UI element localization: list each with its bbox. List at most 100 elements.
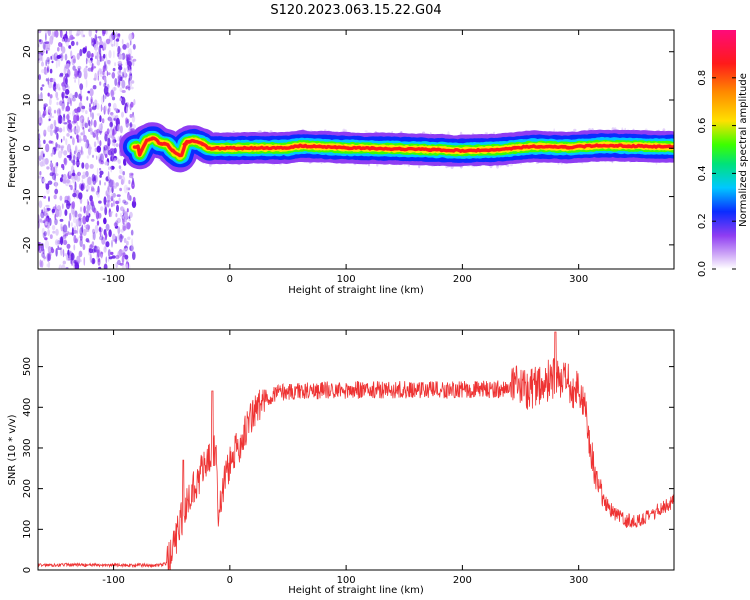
noise-speck bbox=[53, 194, 57, 200]
ridge-peak bbox=[235, 146, 241, 150]
noise-speck bbox=[71, 252, 74, 261]
noise-speck bbox=[56, 132, 59, 140]
noise-speck bbox=[67, 119, 71, 124]
noise-speck bbox=[91, 232, 94, 240]
noise-speck bbox=[126, 208, 129, 213]
noise-speck bbox=[110, 112, 114, 116]
noise-speck bbox=[112, 87, 117, 91]
snr-marks bbox=[38, 331, 674, 570]
noise-speck bbox=[100, 104, 103, 112]
noise-speck bbox=[71, 227, 74, 237]
noise-speck bbox=[71, 36, 75, 40]
noise-speck bbox=[85, 65, 88, 69]
noise-speck bbox=[96, 192, 100, 198]
noise-speck bbox=[81, 118, 85, 128]
noise-speck bbox=[46, 166, 50, 170]
noise-speck bbox=[54, 166, 58, 175]
noise-speck bbox=[104, 203, 108, 208]
noise-speck bbox=[99, 174, 102, 178]
noise-speck bbox=[53, 119, 57, 127]
noise-speck bbox=[132, 251, 136, 260]
noise-speck bbox=[130, 86, 134, 90]
noise-speck bbox=[74, 91, 78, 99]
noise-speck bbox=[78, 219, 82, 223]
noise-speck bbox=[55, 248, 58, 257]
noise-speck bbox=[42, 178, 46, 183]
noise-speck bbox=[44, 41, 50, 44]
noise-speck bbox=[109, 211, 113, 218]
colorbar-label: Normalized spectral amplitude bbox=[738, 73, 749, 227]
noise-speck bbox=[123, 201, 129, 206]
colorbar-tick-label: 0.0 bbox=[697, 261, 708, 277]
ridge-peak bbox=[361, 146, 367, 150]
spectrogram-marks bbox=[38, 30, 674, 269]
noise-speck bbox=[80, 232, 83, 236]
noise-speck bbox=[76, 121, 78, 126]
noise-speck bbox=[38, 142, 42, 148]
halo-speck bbox=[258, 130, 262, 134]
noise-speck bbox=[118, 69, 121, 73]
noise-speck bbox=[73, 127, 76, 133]
noise-speck bbox=[85, 185, 90, 191]
noise-speck bbox=[104, 206, 108, 216]
noise-speck bbox=[88, 128, 93, 132]
noise-speck bbox=[84, 162, 89, 170]
noise-speck bbox=[97, 212, 102, 219]
noise-speck bbox=[100, 160, 104, 165]
noise-speck bbox=[89, 108, 92, 113]
noise-speck bbox=[77, 213, 82, 218]
noise-speck bbox=[131, 124, 136, 129]
heatmap-frame bbox=[37, 29, 675, 270]
noise-speck bbox=[111, 96, 116, 101]
noise-speck bbox=[114, 78, 118, 86]
colorbar-tick-label: 0.8 bbox=[697, 70, 708, 86]
noise-speck bbox=[132, 177, 134, 186]
noise-speck bbox=[94, 99, 98, 106]
snr-xtick-label: 0 bbox=[227, 575, 233, 586]
noise-speck bbox=[128, 77, 131, 86]
noise-speck bbox=[125, 263, 129, 269]
noise-speck bbox=[59, 195, 63, 201]
noise-speck bbox=[104, 105, 107, 112]
noise-speck bbox=[107, 200, 110, 208]
noise-speck bbox=[66, 123, 71, 132]
noise-speck bbox=[127, 194, 130, 201]
noise-speck bbox=[73, 217, 77, 224]
noise-speck bbox=[128, 33, 133, 41]
noise-speck bbox=[65, 88, 70, 95]
noise-speck bbox=[62, 179, 67, 184]
noise-speck bbox=[96, 220, 100, 226]
ridge-peak bbox=[476, 148, 481, 152]
ridge-peak bbox=[198, 141, 204, 145]
noise-speck bbox=[108, 62, 111, 66]
noise-speck bbox=[90, 98, 93, 105]
heatmap-xtick-label: 100 bbox=[337, 274, 356, 285]
noise-speck bbox=[83, 135, 87, 143]
snr-ytick-label: 500 bbox=[22, 357, 33, 376]
ridge-peak bbox=[426, 148, 433, 152]
noise-speck bbox=[55, 228, 59, 236]
noise-speck bbox=[87, 59, 91, 63]
noise-speck bbox=[64, 83, 69, 88]
noise-speck bbox=[117, 74, 121, 82]
noise-speck bbox=[45, 143, 50, 153]
ridge-peak bbox=[321, 145, 326, 149]
noise-speck bbox=[129, 121, 133, 128]
noise-speck bbox=[52, 141, 54, 145]
noise-speck bbox=[112, 67, 116, 72]
ridge-peak bbox=[243, 146, 249, 150]
noise-speck bbox=[126, 65, 130, 73]
snr-ticks: -100 0 100 200 300 0 100 200 300 400 500 bbox=[22, 330, 674, 586]
halo-speck bbox=[429, 132, 432, 135]
noise-speck bbox=[98, 266, 102, 269]
noise-speck bbox=[61, 203, 64, 210]
noise-speck bbox=[63, 66, 67, 76]
noise-speck bbox=[49, 68, 53, 74]
noise-speck bbox=[51, 224, 56, 231]
noise-speck bbox=[65, 95, 69, 99]
colorbar-tick-label: 0.2 bbox=[697, 213, 708, 229]
noise-speck bbox=[85, 79, 88, 88]
noise-speck bbox=[100, 253, 103, 260]
noise-speck bbox=[118, 75, 123, 81]
noise-speck bbox=[76, 41, 79, 46]
